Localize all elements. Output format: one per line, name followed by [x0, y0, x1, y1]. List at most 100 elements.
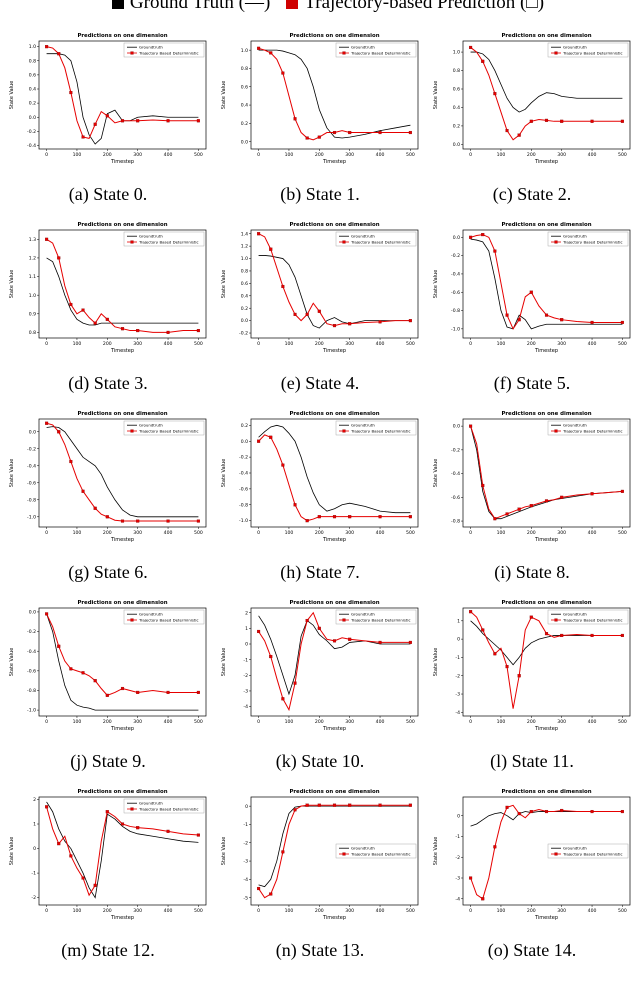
- chart-caption-state-12: (m) State 12.: [61, 940, 155, 960]
- groundtruth-line: [46, 801, 199, 899]
- groundtruth-line: [470, 620, 623, 666]
- x-tick-label: 500: [194, 341, 203, 347]
- prediction-line: [258, 233, 411, 327]
- x-tick-label: 100: [285, 152, 294, 158]
- groundtruth-swatch-icon: [111, 0, 124, 9]
- prediction-marker: [81, 489, 85, 493]
- chart-caption-state-0: (a) State 0.: [68, 184, 148, 204]
- x-tick-label: 400: [588, 530, 597, 536]
- prediction-marker: [120, 686, 125, 691]
- groundtruth-line: [470, 238, 623, 330]
- legend-groundtruth-label: Groundtruth: [563, 423, 587, 428]
- chart-caption-state-10: (k) State 10.: [275, 751, 365, 771]
- y-tick-label: 1.0: [241, 256, 248, 262]
- prediction-marker: [93, 506, 97, 510]
- legend-prediction-label: Trajectory Based Deterministic: [138, 617, 199, 622]
- chart-state-12: 0 100 200 300 400 500 -2 -1 0 1 2 Predictions on on…: [9, 789, 207, 921]
- x-tick-label: 300: [345, 719, 354, 725]
- prediction-marker: [560, 119, 564, 123]
- y-tick-label: 0.6: [29, 72, 36, 78]
- y-tick-label: 1: [457, 618, 460, 624]
- x-tick-label: 200: [315, 341, 324, 347]
- x-tick-label: 100: [497, 341, 506, 347]
- y-tick-label: 0.0: [241, 318, 248, 324]
- legend-groundtruth-label: Groundtruth: [351, 45, 375, 50]
- prediction-marker: [166, 829, 170, 833]
- y-tick-label: 0.4: [241, 103, 248, 109]
- x-axis-label: Timestep: [322, 537, 346, 543]
- y-tick-label: -0.8: [239, 502, 248, 508]
- y-tick-label: 0.8: [29, 58, 36, 64]
- chart-state-2: 0 100 200 300 400 500 0.0 0.2 0.4 0.6 0.8 1.0 Predic…: [433, 33, 631, 165]
- groundtruth-legend-label: Ground Truth (—): [129, 0, 271, 13]
- prediction-marker: [269, 51, 273, 55]
- plot-frame: [250, 229, 419, 339]
- x-tick-label: 0: [469, 152, 472, 158]
- prediction-marker: [529, 119, 533, 123]
- prediction-marker: [493, 249, 497, 253]
- y-axis-label: State Value: [221, 648, 227, 677]
- prediction-line: [46, 806, 199, 897]
- x-tick-label: 100: [497, 719, 506, 725]
- x-tick-label: 200: [103, 530, 112, 536]
- y-tick-label: -0.6: [451, 495, 460, 501]
- chart-state-3: 0 100 200 300 400 500 0.8 0.9 1.0 1.1 1.2 1.3 Predic…: [9, 222, 207, 354]
- prediction-marker: [269, 247, 273, 251]
- chart-title: Predictions on one dimension: [289, 789, 379, 795]
- plot-frame: [38, 40, 207, 150]
- prediction-marker: [45, 421, 49, 425]
- prediction-marker: [269, 435, 273, 439]
- prediction-marker: [348, 515, 352, 519]
- y-tick-label: -0.6: [27, 668, 36, 674]
- y-tick-label: -3: [243, 859, 248, 865]
- prediction-marker: [269, 654, 273, 659]
- y-tick-label: -5: [243, 895, 248, 901]
- prediction-marker: [105, 810, 109, 814]
- y-tick-label: 1.2: [241, 244, 248, 250]
- chart-state-5: 0 100 200 300 400 500 -1.0 -0.8 -0.6 -0.4 -0.2 0.0 P…: [433, 222, 631, 354]
- y-tick-label: -1.0: [27, 514, 36, 520]
- y-tick-label: 1.2: [29, 256, 36, 262]
- prediction-marker: [196, 519, 200, 523]
- chart-caption-state-5: (f) State 5.: [493, 373, 571, 393]
- x-tick-label: 0: [257, 152, 260, 158]
- y-tick-label: -3: [455, 692, 460, 698]
- x-tick-label: 400: [588, 908, 597, 914]
- prediction-marker: [317, 803, 321, 807]
- y-tick-label: -0.4: [27, 649, 36, 655]
- chart-title: Predictions on one dimension: [501, 789, 591, 795]
- x-tick-label: 0: [469, 719, 472, 725]
- x-axis-label: Timestep: [534, 537, 558, 543]
- x-tick-label: 500: [406, 530, 415, 536]
- prediction-marker: [505, 805, 509, 809]
- y-tick-label: -0.2: [451, 253, 460, 259]
- prediction-marker: [378, 640, 382, 644]
- prediction-marker: [45, 45, 49, 49]
- prediction-marker: [120, 822, 125, 826]
- plot-frame: [38, 229, 207, 339]
- prediction-marker: [136, 826, 140, 830]
- chart-cell-state-11: 0 100 200 300 400 500 -4 -3 -2 -1 0 1 Predictions on…: [429, 595, 635, 784]
- y-tick-label: -1: [455, 655, 460, 661]
- y-axis-label: State Value: [433, 648, 439, 677]
- x-tick-label: 400: [588, 341, 597, 347]
- prediction-marker: [560, 495, 564, 499]
- legend-groundtruth-label: Groundtruth: [563, 846, 587, 851]
- y-tick-label: -0.2: [239, 331, 248, 337]
- x-tick-label: 100: [497, 530, 506, 536]
- x-tick-label: 0: [257, 341, 260, 347]
- y-tick-label: -4: [243, 877, 248, 883]
- plot-frame: [250, 418, 419, 528]
- y-tick-label: 0.8: [241, 269, 248, 275]
- prediction-marker: [105, 515, 109, 519]
- legend-prediction-label: Trajectory Based Deterministic: [350, 617, 411, 622]
- chart-caption-state-11: (l) State 11.: [490, 751, 574, 771]
- y-tick-label: -2: [31, 895, 36, 901]
- x-axis-label: Timestep: [322, 159, 346, 165]
- prediction-marker: [517, 318, 521, 322]
- y-tick-label: -3: [243, 689, 248, 695]
